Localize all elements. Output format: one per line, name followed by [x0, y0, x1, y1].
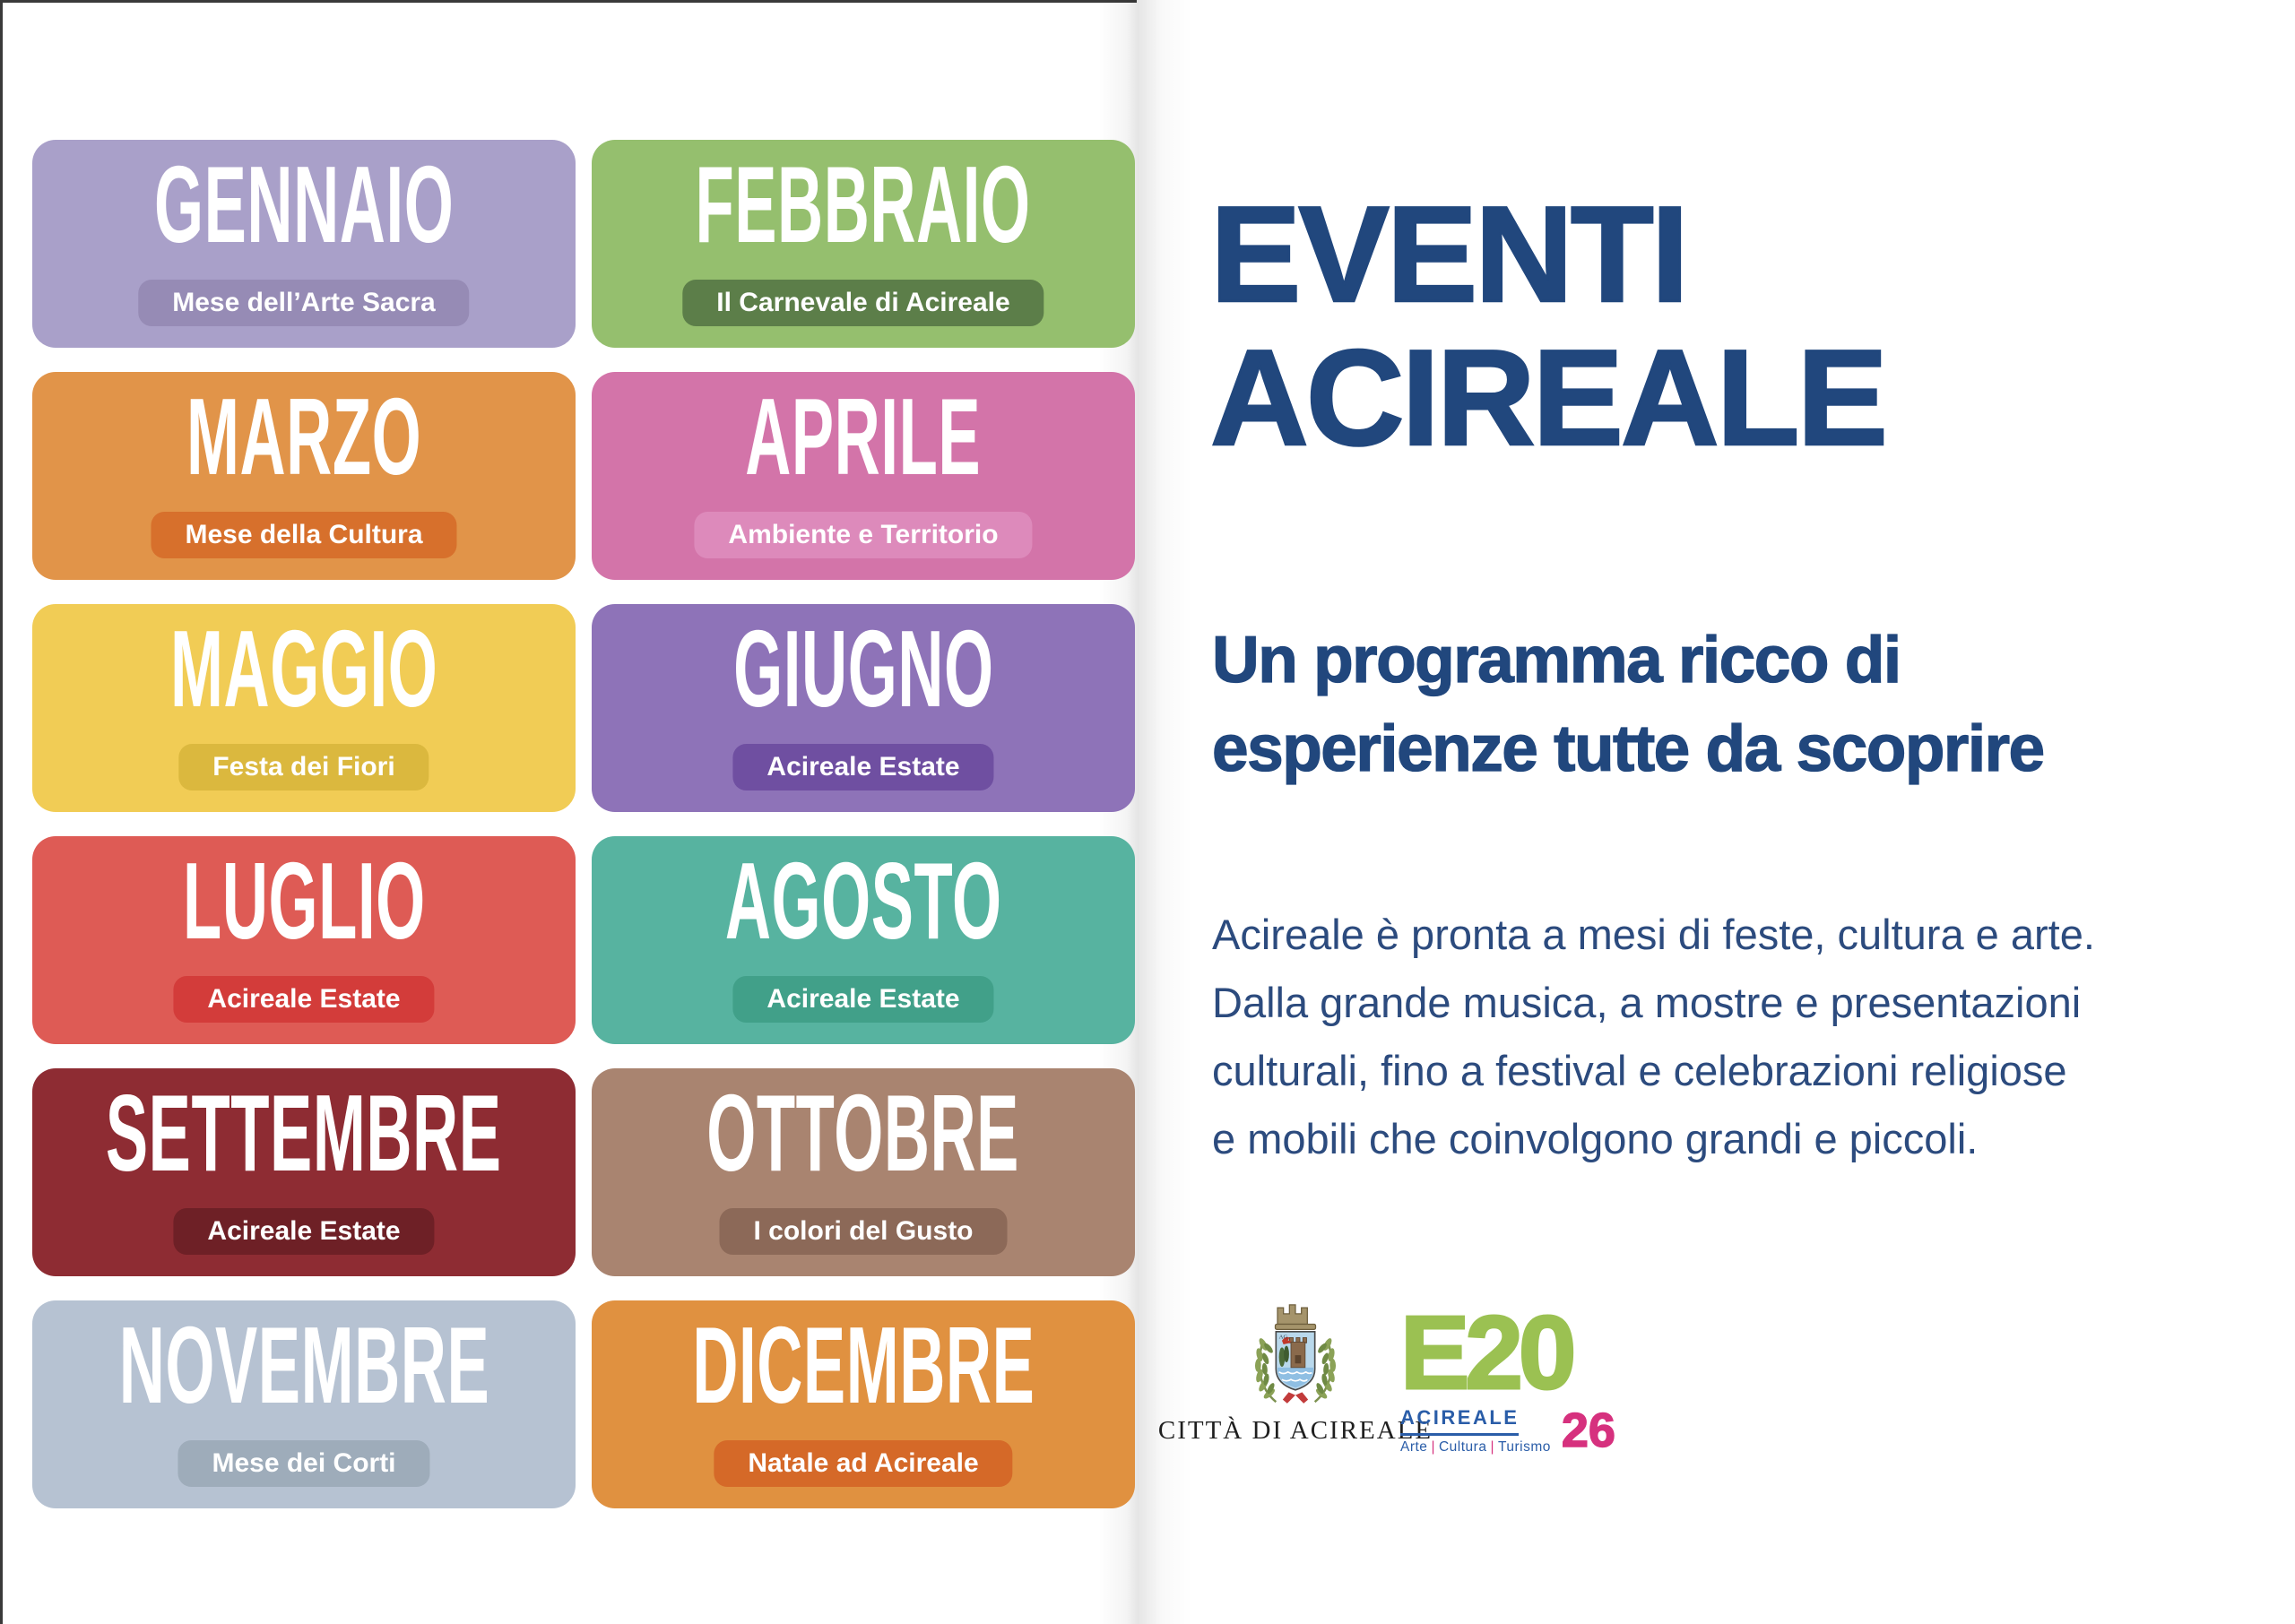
month-card-ottobre: OTTOBRE I colori del Gusto	[592, 1068, 1135, 1276]
tagline-separator: |	[1490, 1439, 1494, 1456]
logos-row: AG CITTÀ DI ACIREALE E20 ACIREALE Arte | C…	[1158, 1294, 1616, 1457]
crown-icon	[1274, 1304, 1317, 1330]
month-card-aprile: APRILE Ambiente e Territorio	[592, 372, 1135, 580]
month-name: FEBBRAIO	[695, 143, 1032, 265]
month-card-agosto: AGOSTO Acireale Estate	[592, 836, 1135, 1044]
month-theme-badge: Natale ad Acireale	[714, 1440, 1013, 1487]
body-line: e mobili che coinvolgono grandi e piccol…	[1212, 1115, 1979, 1163]
month-name: APRILE	[745, 376, 982, 497]
body-line: culturali, fino a festival e celebrazion…	[1212, 1047, 2067, 1095]
month-name: MARZO	[186, 376, 422, 497]
month-theme-badge: Acireale Estate	[732, 744, 994, 790]
month-theme-badge: Mese dell’Arte Sacra	[138, 280, 470, 326]
page-subtitle-line1: Un programma ricco di	[1211, 623, 1901, 696]
city-crest-icon: AG	[1254, 1304, 1338, 1404]
e20-logo-mark: E20	[1399, 1294, 1578, 1411]
month-theme-badge: Festa dei Fiori	[178, 744, 429, 790]
e20-logo-city: ACIREALE	[1400, 1406, 1520, 1437]
citta-di-acireale-logo: AG CITTÀ DI ACIREALE	[1158, 1296, 1431, 1446]
month-name: NOVEMBRE	[118, 1304, 489, 1426]
month-name: GENNAIO	[153, 143, 455, 265]
body-line: Dalla grande musica, a mostre e presenta…	[1212, 979, 2082, 1027]
month-name: GIUGNO	[732, 608, 994, 730]
month-card-febbraio: FEBBRAIO Il Carnevale di Acireale	[592, 140, 1135, 348]
month-theme-badge: Ambiente e Territorio	[694, 512, 1033, 558]
months-grid: GENNAIO Mese dell’Arte Sacra FEBBRAIO Il…	[32, 140, 1135, 1508]
page-title-line2: ACIREALE	[1209, 321, 1889, 474]
month-name: SETTEMBRE	[106, 1072, 502, 1194]
month-theme-badge: Mese dei Corti	[178, 1440, 430, 1487]
month-theme-badge: Acireale Estate	[732, 976, 994, 1023]
page-title: EVENTI ACIREALE	[1209, 182, 1889, 471]
city-logo-caption: CITTÀ DI ACIREALE	[1157, 1416, 1433, 1445]
month-name: MAGGIO	[169, 608, 438, 730]
month-name: DICEMBRE	[691, 1304, 1035, 1426]
month-card-dicembre: DICEMBRE Natale ad Acireale	[592, 1300, 1135, 1508]
month-name: OTTOBRE	[706, 1072, 1020, 1194]
page-left-border	[0, 0, 3, 1624]
page-subtitle: Un programma ricco di esperienze tutte d…	[1211, 617, 2045, 793]
month-card-settembre: SETTEMBRE Acireale Estate	[32, 1068, 576, 1276]
page-body-text: Acireale è pronta a mesi di feste, cultu…	[1212, 901, 2095, 1174]
month-card-marzo: MARZO Mese della Cultura	[32, 372, 576, 580]
month-card-maggio: MAGGIO Festa dei Fiori	[32, 604, 576, 812]
tagline-separator: |	[1431, 1439, 1435, 1456]
body-line: Acireale è pronta a mesi di feste, cultu…	[1212, 911, 2095, 958]
month-name: LUGLIO	[182, 840, 426, 962]
month-theme-badge: Acireale Estate	[173, 1208, 435, 1255]
page-subtitle-line2: esperienze tutte da scoprire	[1211, 712, 2045, 785]
month-theme-badge: I colori del Gusto	[719, 1208, 1008, 1255]
page-top-border	[0, 0, 1137, 3]
month-theme-badge: Il Carnevale di Acireale	[682, 280, 1044, 326]
e20-logo-year: 26	[1561, 1403, 1616, 1457]
month-card-novembre: NOVEMBRE Mese dei Corti	[32, 1300, 576, 1508]
month-card-giugno: GIUGNO Acireale Estate	[592, 604, 1135, 812]
month-card-gennaio: GENNAIO Mese dell’Arte Sacra	[32, 140, 576, 348]
month-name: AGOSTO	[724, 840, 1002, 962]
month-card-luglio: LUGLIO Acireale Estate	[32, 836, 576, 1044]
e20-logo-tagline: Arte | Cultura | Turismo	[1400, 1439, 1551, 1456]
e20-logo: E20 ACIREALE Arte | Cultura | Turismo 26	[1399, 1294, 1616, 1457]
month-theme-badge: Mese della Cultura	[151, 512, 457, 558]
page-title-line1: EVENTI	[1209, 178, 1691, 331]
svg-text:AG: AG	[1279, 1334, 1288, 1340]
month-theme-badge: Acireale Estate	[173, 976, 435, 1023]
